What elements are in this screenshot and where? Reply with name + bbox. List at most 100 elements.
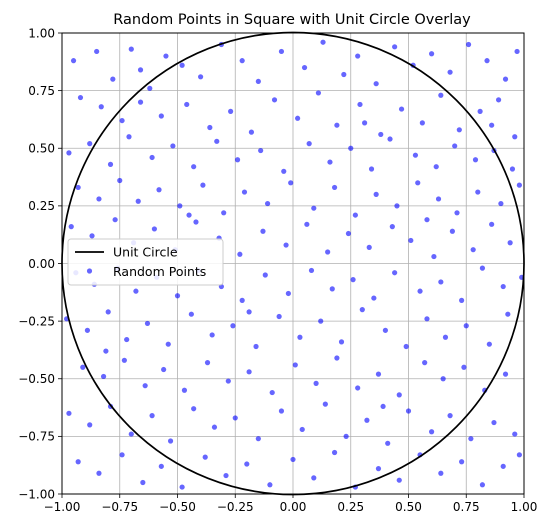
scatter-point xyxy=(191,406,197,412)
scatter-point xyxy=(320,39,326,45)
scatter-point xyxy=(396,392,402,398)
scatter-point xyxy=(188,311,194,317)
scatter-point xyxy=(484,58,490,64)
scatter-point xyxy=(234,157,241,163)
scatter-point xyxy=(87,422,93,428)
scatter-point xyxy=(322,401,328,407)
legend-marker-icon xyxy=(86,268,93,274)
scatter-point xyxy=(387,136,393,142)
scatter-point xyxy=(435,196,442,202)
scatter-point xyxy=(89,233,95,239)
y-tick-label: 0.50 xyxy=(28,142,55,156)
scatter-point xyxy=(75,459,81,465)
scatter-point xyxy=(419,120,425,126)
y-tick-label: −0.75 xyxy=(18,430,55,444)
scatter-point xyxy=(128,431,134,437)
axis-ticks: −1.00 −0.75 −0.50 −0.25 0.00 0.25 0.50 0.75 1.00… xyxy=(18,26,537,514)
scatter-point xyxy=(422,360,428,366)
scatter-point xyxy=(98,104,104,110)
scatter-point xyxy=(505,311,511,317)
scatter-point xyxy=(77,94,84,101)
scatter-point xyxy=(433,164,439,170)
scatter-point xyxy=(412,152,419,158)
scatter-point xyxy=(96,196,102,202)
scatter-point xyxy=(126,134,132,140)
scatter-point xyxy=(424,217,430,223)
scatter-point xyxy=(431,253,437,260)
scatter-point xyxy=(355,53,361,59)
scatter-point xyxy=(255,78,261,85)
scatter-point xyxy=(239,58,245,64)
scatter-point xyxy=(509,166,516,172)
x-tick-label: −1.00 xyxy=(44,500,81,514)
scatter-point xyxy=(456,127,462,133)
random-points-series xyxy=(64,39,525,490)
scatter-point xyxy=(147,85,153,91)
scatter-point xyxy=(267,482,273,488)
scatter-point xyxy=(327,159,333,165)
scatter-point xyxy=(119,117,125,124)
scatter-point xyxy=(331,449,338,456)
scatter-point xyxy=(119,452,125,458)
x-tick-label: 0.50 xyxy=(395,500,422,514)
scatter-point xyxy=(468,436,474,442)
scatter-point xyxy=(177,203,183,209)
scatter-point xyxy=(382,327,388,333)
x-tick-label: −0.75 xyxy=(101,500,138,514)
scatter-point xyxy=(479,265,486,271)
scatter-point xyxy=(246,369,252,375)
scatter-point xyxy=(186,212,192,218)
scatter-point xyxy=(255,436,261,442)
scatter-point xyxy=(304,221,310,227)
scatter-point xyxy=(137,67,144,73)
scatter-point xyxy=(292,362,298,368)
scatter-point xyxy=(502,371,509,377)
scatter-point xyxy=(378,131,384,138)
scatter-point xyxy=(345,230,352,237)
scatter-point xyxy=(368,166,375,172)
scatter-point xyxy=(75,184,81,191)
scatter-point xyxy=(211,424,218,430)
scatter-point xyxy=(500,463,506,469)
scatter-point xyxy=(366,244,372,250)
scatter-point xyxy=(193,219,199,225)
scatter-point xyxy=(380,403,386,410)
scatter-point xyxy=(204,360,211,366)
scatter-point xyxy=(442,334,449,340)
y-tick-label: −1.00 xyxy=(18,487,55,501)
scatter-point xyxy=(128,46,134,52)
scatter-point xyxy=(117,177,123,184)
scatter-point xyxy=(264,200,271,207)
scatter-point xyxy=(96,470,102,476)
scatter-point xyxy=(424,316,430,322)
scatter-point xyxy=(389,224,395,230)
scatter-point xyxy=(165,341,171,347)
scatter-point xyxy=(149,413,155,419)
scatter-point xyxy=(260,228,266,234)
scatter-point xyxy=(502,76,509,82)
y-tick-label: −0.50 xyxy=(18,372,55,386)
legend-label-unit-circle: Unit Circle xyxy=(113,245,178,260)
scatter-point xyxy=(447,413,453,419)
scatter-point xyxy=(331,184,338,191)
scatter-point xyxy=(262,272,268,278)
scatter-point xyxy=(225,378,231,384)
scatter-point xyxy=(105,309,111,315)
scatter-point xyxy=(202,454,208,460)
scatter-point xyxy=(301,64,308,71)
scatter-point xyxy=(221,210,227,216)
scatter-point xyxy=(295,115,301,121)
x-tick-label: −0.25 xyxy=(217,500,254,514)
scatter-point xyxy=(149,154,155,161)
scatter-point xyxy=(459,459,465,465)
scatter-point xyxy=(237,251,243,257)
scatter-point xyxy=(198,74,204,80)
y-tick-label: 0.25 xyxy=(28,199,55,213)
scatter-point xyxy=(516,452,522,458)
scatter-point xyxy=(398,106,405,112)
scatter-point xyxy=(489,221,495,227)
scatter-point xyxy=(191,164,197,170)
scatter-point xyxy=(308,267,315,274)
y-tick-label: 0.00 xyxy=(28,257,55,271)
